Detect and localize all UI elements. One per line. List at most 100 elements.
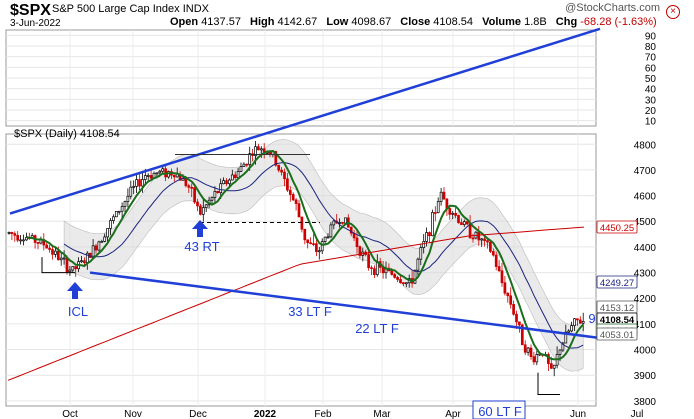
candle-body [257,146,260,151]
candle-body [419,247,423,260]
close-value: 4108.54 [433,16,474,28]
candle-body [48,247,51,250]
symbol: $SPX [10,2,51,19]
upper-tick-label: 50 [645,74,657,85]
candle-body [442,191,446,200]
candle-body [309,242,312,245]
candle-body [465,221,469,225]
candle-body [97,241,101,251]
candle-body [349,226,353,234]
high-value: 4142.67 [277,16,318,28]
close-label: Close [400,16,431,28]
candle-body [439,191,443,202]
candle-body [425,232,428,242]
candle-body [184,178,188,187]
annotation-label: 9 [588,311,595,326]
candle-body [535,354,539,363]
candle-body [460,222,463,225]
band-fill [63,139,584,372]
candle-body [306,239,310,244]
candle-body [448,208,452,215]
candle-body [141,179,144,187]
candle-body [338,222,341,224]
candle-body [242,163,246,167]
candle-body [547,354,550,364]
x-tick-label: Nov [124,409,142,419]
candle-body [370,267,373,269]
y-tick-label: 3800 [634,397,657,408]
price-tag-label: 4153.12 [600,303,634,314]
sma-slow-line [7,226,585,381]
price-tag-label: 4053.01 [600,330,634,341]
candle-body [283,171,286,180]
upper-tick-label: 30 [645,95,657,106]
upper-tick-label: 90 [645,31,657,42]
candle-body [329,224,333,238]
candle-body [146,175,150,177]
candle-body [581,321,585,324]
candle-body [71,266,75,271]
candle-body [317,250,321,253]
candle-body [109,220,112,229]
sma-fast-line [26,149,584,361]
candle-body [497,266,501,272]
y-tick-label: 4600 [634,192,657,203]
candle-body [433,212,437,214]
price-tag-label: 4249.27 [600,278,634,289]
candle-body [286,178,289,191]
candle-body [161,168,165,172]
candle-body [172,174,176,178]
candle-body [489,241,492,252]
credit-link[interactable]: @StockCharts.com [565,2,660,14]
candle-body [422,241,426,248]
y-tick-label: 4800 [634,140,657,151]
candle-body [344,217,347,224]
candle-body [552,364,556,369]
candle-body [558,349,562,355]
chart-legend: $SPX (Daily) 4108.54 [14,128,120,140]
candle-body [549,363,553,369]
candle-body [19,239,22,242]
close-icon[interactable]: × [666,5,680,19]
upper-tick-label: 60 [645,63,657,74]
candle-body [68,269,72,273]
candle-body [277,164,281,171]
upper-tick-label: 10 [645,117,657,128]
candle-body [62,257,66,260]
candle-body [413,269,417,284]
x-tick-label: Jun [570,409,586,419]
chg-label: Chg [555,16,578,28]
candle-body [320,241,324,252]
y-tick-label: 4000 [634,346,657,357]
candle-body [51,249,54,255]
candle-body [56,250,60,261]
candle-body [506,292,510,297]
candle-body [288,189,292,195]
candle-body [13,233,17,236]
icl-bracket [41,257,75,274]
y-tick-label: 4700 [634,166,657,177]
price-tag-box [596,327,638,341]
price-tag-label: 4108.54 [600,315,635,326]
candle-body [259,148,263,151]
bollinger-band [63,139,584,372]
candle-body [341,222,344,224]
candle-body [462,221,466,225]
price-tag-label: 4450.25 [600,223,634,234]
annotation-label: 33 LT F [288,304,332,319]
candle-body [393,274,397,278]
low-value: 4098.67 [351,16,392,28]
candle-body [233,174,237,179]
candle-body [7,232,11,234]
arrow-up-icon [192,220,208,237]
annotations: ICL 43 RT 33 LT F 22 LT F 60 LT F 9 [67,220,596,419]
exchange: INDX [182,3,209,15]
price-tag-box [596,275,638,289]
candle-body [297,203,301,218]
candle-body [190,186,194,189]
candle-body [100,240,104,243]
candle-body [428,232,431,237]
candle-body [431,212,434,237]
candle-body [526,347,530,353]
